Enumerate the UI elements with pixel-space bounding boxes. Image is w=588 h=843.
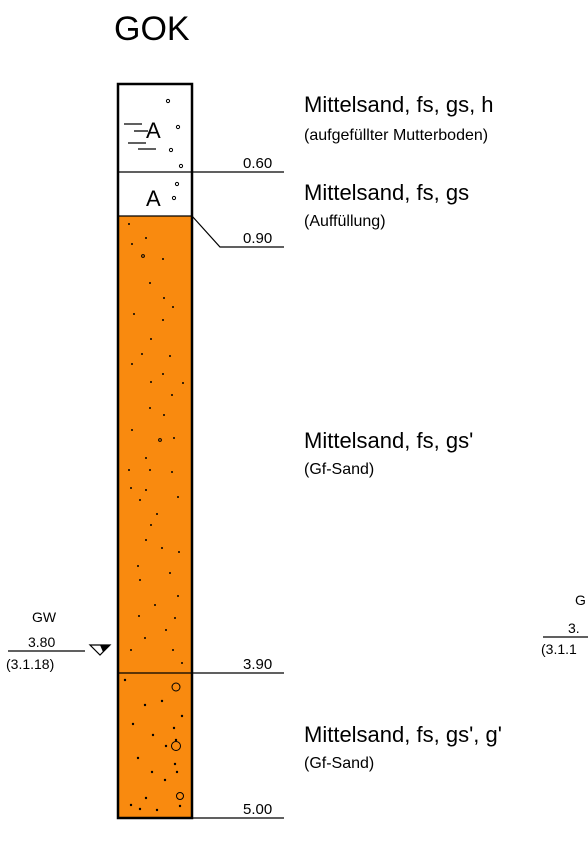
- layer-note-1: (aufgefüllter Mutterboden): [304, 127, 488, 144]
- layer-name-1: Mittelsand, fs, gs, h: [304, 92, 494, 117]
- water-level-triangle-icon: [88, 644, 112, 656]
- layer-note-3: (Gf-Sand): [304, 461, 374, 478]
- layer-fill-material: [118, 172, 192, 216]
- layer-note-4: (Gf-Sand): [304, 755, 374, 772]
- layer-sand-upper: [118, 216, 192, 673]
- layer-name-2: Mittelsand, fs, gs: [304, 180, 469, 205]
- clipped-groundwater-depth: 3.: [568, 620, 580, 636]
- clipped-groundwater-date: (3.1.1: [541, 641, 577, 657]
- layer-note-2: (Auffüllung): [304, 213, 386, 230]
- layer-name-4: Mittelsand, fs, gs', g': [304, 722, 502, 747]
- layer-sand-gravel: [118, 673, 192, 818]
- clipped-groundwater-label: G: [575, 592, 586, 608]
- layer-symbol-fill: A: [146, 186, 161, 211]
- groundwater-label: GW: [32, 609, 57, 625]
- soil-texture-dots: [123, 98, 184, 812]
- topsoil-humus-marks: [124, 123, 156, 150]
- depth-label-1: 0.60: [243, 155, 272, 172]
- groundwater-depth: 3.80: [28, 634, 55, 650]
- profile-title: GOK: [114, 10, 190, 48]
- layer-symbol-topsoil: A: [146, 118, 161, 143]
- groundwater-date: (3.1.18): [6, 656, 54, 672]
- depth-label-4: 5.00: [243, 801, 272, 818]
- depth-label-3: 3.90: [243, 656, 272, 673]
- depth-leader-2: [191, 215, 284, 248]
- depth-label-2: 0.90: [243, 230, 272, 247]
- layer-name-3: Mittelsand, fs, gs': [304, 428, 473, 453]
